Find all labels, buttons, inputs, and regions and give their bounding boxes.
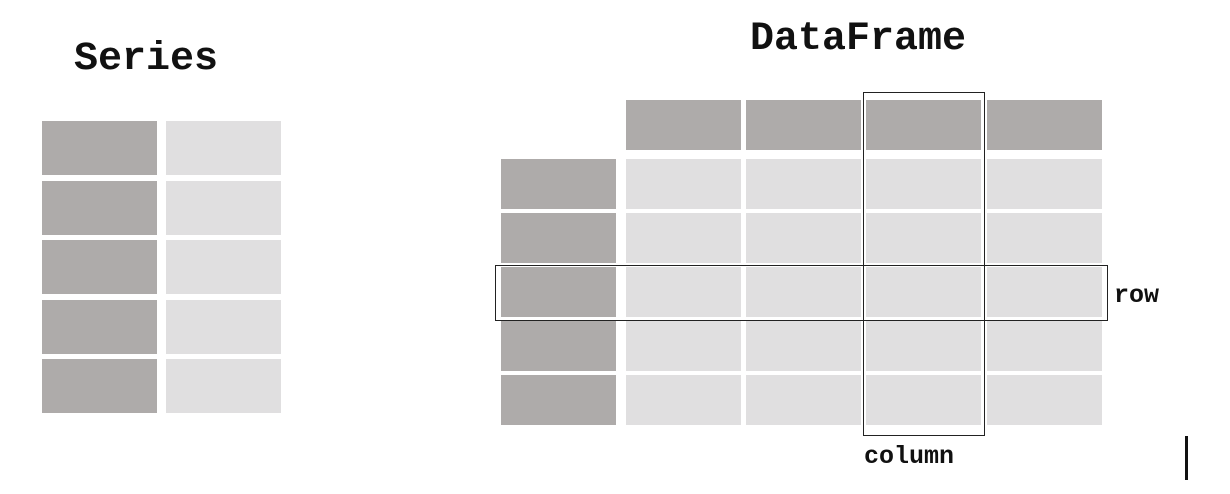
dataframe-value-cell	[626, 267, 741, 317]
dataframe-header-cell	[746, 100, 861, 150]
dataframe-value-cell	[746, 159, 861, 209]
column-highlight-outline	[863, 92, 985, 436]
dataframe-index-cell	[501, 321, 616, 371]
series-value-cell	[166, 300, 281, 354]
dataframe-value-cell	[987, 213, 1102, 263]
series-index-cell	[42, 181, 157, 235]
dataframe-header-cell	[866, 100, 981, 150]
dataframe-value-cell	[626, 159, 741, 209]
dataframe-value-cell	[746, 321, 861, 371]
dataframe-value-cell	[866, 321, 981, 371]
dataframe-index-cell	[501, 375, 616, 425]
series-index-cell	[42, 240, 157, 294]
dataframe-value-cell	[626, 213, 741, 263]
dataframe-value-cell	[626, 321, 741, 371]
series-value-cell	[166, 121, 281, 175]
dataframe-header-cell	[626, 100, 741, 150]
series-value-cell	[166, 359, 281, 413]
dataframe-value-cell	[866, 267, 981, 317]
dataframe-value-cell	[746, 375, 861, 425]
dataframe-value-cell	[987, 267, 1102, 317]
dataframe-value-cell	[987, 159, 1102, 209]
dataframe-value-cell	[987, 321, 1102, 371]
dataframe-value-cell	[866, 375, 981, 425]
series-index-cell	[42, 359, 157, 413]
dataframe-value-cell	[866, 159, 981, 209]
series-value-cell	[166, 181, 281, 235]
dataframe-header-cell	[987, 100, 1102, 150]
dataframe-value-cell	[746, 213, 861, 263]
row-label: row	[1114, 281, 1160, 310]
column-label: column	[864, 442, 955, 471]
row-highlight-outline	[495, 265, 1108, 321]
dataframe-value-cell	[626, 375, 741, 425]
dataframe-value-cell	[866, 213, 981, 263]
series-value-cell	[166, 240, 281, 294]
dataframe-index-cell	[501, 159, 616, 209]
dataframe-index-cell	[501, 213, 616, 263]
series-title: Series	[74, 37, 219, 82]
dataframe-value-cell	[746, 267, 861, 317]
text-cursor	[1185, 436, 1188, 480]
dataframe-title: DataFrame	[750, 17, 967, 62]
series-index-cell	[42, 121, 157, 175]
dataframe-value-cell	[987, 375, 1102, 425]
dataframe-index-cell	[501, 267, 616, 317]
series-index-cell	[42, 300, 157, 354]
